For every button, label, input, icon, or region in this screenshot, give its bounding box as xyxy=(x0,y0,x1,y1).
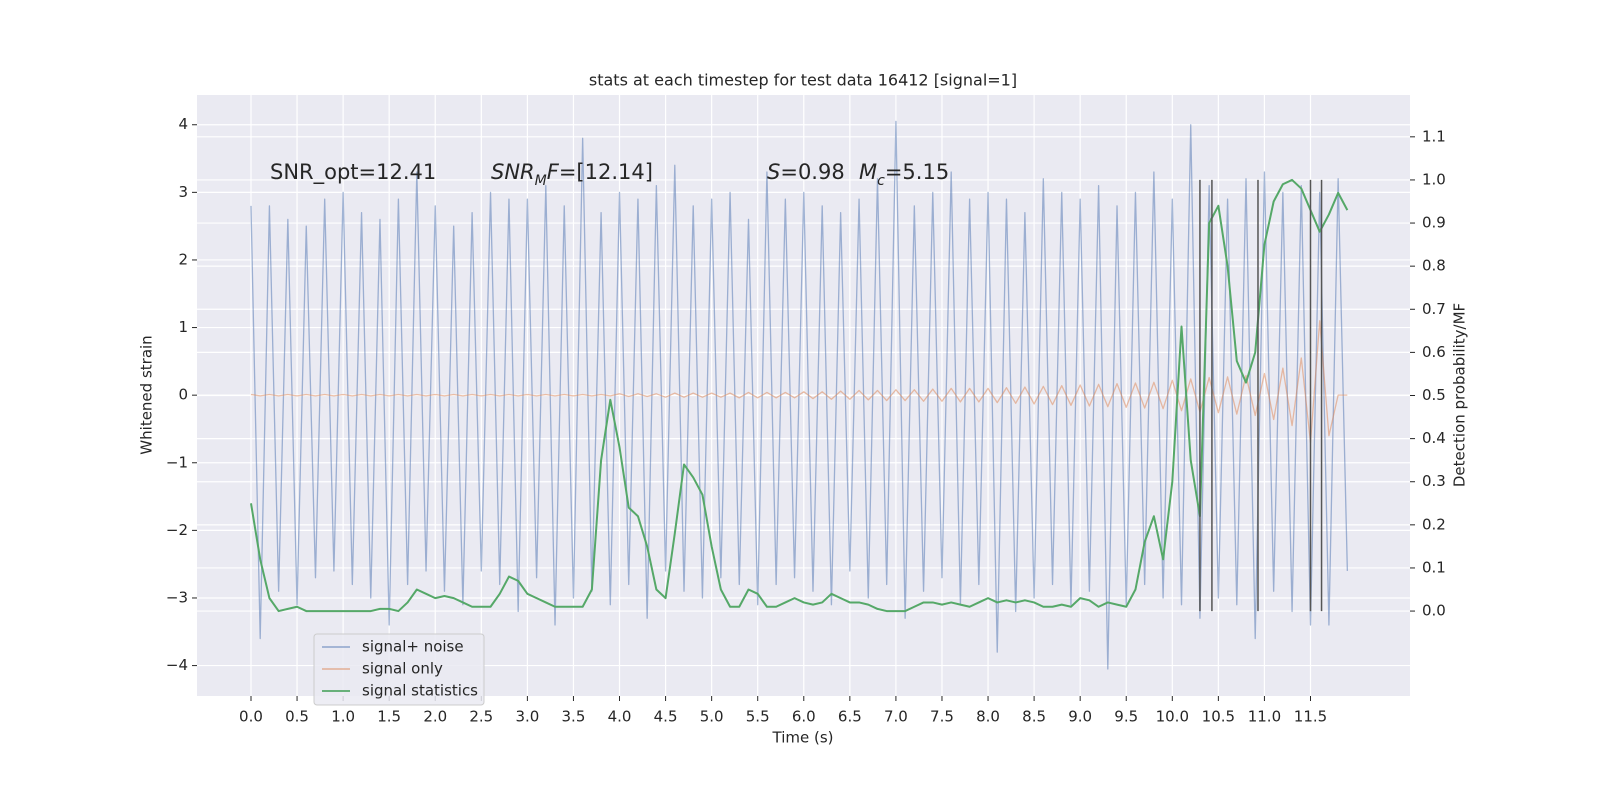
y2-tick-label: 0.9 xyxy=(1422,214,1446,232)
x-tick-label: 1.0 xyxy=(331,708,355,726)
annotation: SNRMF=[12.14] xyxy=(491,160,653,189)
legend-label: signal statistics xyxy=(362,682,478,700)
y-tick-label: −3 xyxy=(166,588,188,606)
y2-tick-label: 0.1 xyxy=(1422,558,1446,576)
x-tick-label: 3.0 xyxy=(515,708,539,726)
y-tick-label: 1 xyxy=(178,318,188,336)
y-tick-label: 4 xyxy=(178,115,188,133)
series-line xyxy=(250,178,1349,613)
y2-tick-label: 0.6 xyxy=(1422,343,1446,361)
annotation-part: S xyxy=(767,160,780,184)
y2-tick-label: 0.2 xyxy=(1422,515,1446,533)
legend-label: signal+ noise xyxy=(362,638,464,656)
y2-axis-label: Detection probability/MF xyxy=(1451,303,1469,487)
x-tick-label: 5.0 xyxy=(700,708,724,726)
x-tick-label: 11.5 xyxy=(1294,708,1327,726)
y-tick-label: 0 xyxy=(178,386,188,404)
series-line xyxy=(250,320,1348,444)
y2-tick-label: 0.8 xyxy=(1422,257,1446,275)
annotation: S=0.98 xyxy=(767,160,845,184)
x-tick-label: 4.5 xyxy=(654,708,678,726)
y2-tick-label: 1.0 xyxy=(1422,170,1446,188)
x-tick-label: 6.0 xyxy=(792,708,816,726)
y-tick-label: 2 xyxy=(178,250,188,268)
annotation: SNR_opt=12.41 xyxy=(270,160,436,185)
y2-tick-label: 0.5 xyxy=(1422,386,1446,404)
x-tick-label: 0.5 xyxy=(285,708,309,726)
annotation-part: SNR xyxy=(491,160,535,184)
legend-box xyxy=(313,633,485,706)
y2-tick-label: 1.1 xyxy=(1422,127,1446,145)
annotation-part: F xyxy=(547,160,560,184)
chart-title: stats at each timestep for test data 164… xyxy=(589,71,1017,90)
annotation-part: M xyxy=(859,160,877,184)
y-tick-label: −4 xyxy=(166,656,188,674)
annotation-part: SNR_opt=12.41 xyxy=(270,160,436,185)
x-tick-label: 1.5 xyxy=(377,708,401,726)
annotation-part: =5.15 xyxy=(885,160,949,184)
x-tick-label: 0.0 xyxy=(239,708,263,726)
x-tick-label: 7.0 xyxy=(884,708,908,726)
y2-tick-label: 0.3 xyxy=(1422,472,1446,490)
x-tick-label: 9.0 xyxy=(1068,708,1092,726)
y-tick-label: 3 xyxy=(178,183,188,201)
series-line xyxy=(250,120,1348,670)
x-tick-label: 3.5 xyxy=(562,708,586,726)
y2-tick-label: 0.4 xyxy=(1422,429,1446,447)
x-tick-label: 4.0 xyxy=(608,708,632,726)
annotation-part: M xyxy=(535,173,547,189)
x-tick-label: 6.5 xyxy=(838,708,862,726)
x-tick-label: 7.5 xyxy=(930,708,954,726)
x-tick-label: 2.0 xyxy=(423,708,447,726)
x-tick-label: 10.5 xyxy=(1202,708,1235,726)
legend-label: signal only xyxy=(362,660,443,678)
x-tick-label: 9.5 xyxy=(1114,708,1138,726)
y-tick-label: −2 xyxy=(166,521,188,539)
x-tick-label: 11.0 xyxy=(1248,708,1281,726)
x-tick-label: 8.5 xyxy=(1022,708,1046,726)
y-axis-label: Whitened strain xyxy=(138,335,156,454)
annotation-part: =0.98 xyxy=(780,160,844,184)
annotation: Mc=5.15 xyxy=(859,160,949,189)
y2-tick-label: 0.0 xyxy=(1422,602,1446,620)
x-tick-label: 5.5 xyxy=(746,708,770,726)
annotation-part: =[12.14] xyxy=(559,160,653,184)
annotation-part: c xyxy=(877,173,885,189)
y2-tick-label: 0.7 xyxy=(1422,300,1446,318)
x-tick-label: 2.5 xyxy=(469,708,493,726)
x-tick-label: 10.0 xyxy=(1156,708,1189,726)
y-tick-label: −1 xyxy=(166,453,188,471)
x-axis-label: Time (s) xyxy=(772,729,834,747)
x-tick-label: 8.0 xyxy=(976,708,1000,726)
